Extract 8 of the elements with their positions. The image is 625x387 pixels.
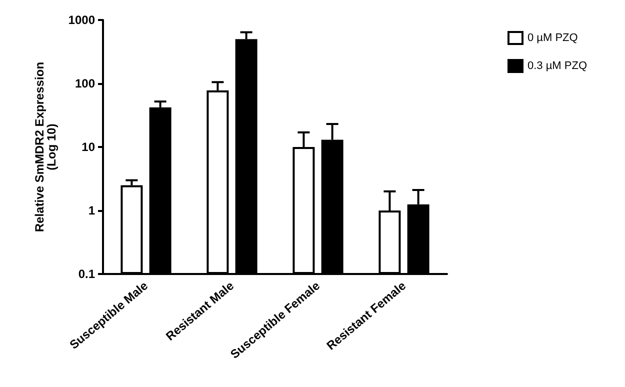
y-tick-label: 0.1: [78, 267, 96, 281]
legend-label: 0.3 µM PZQ: [527, 60, 588, 72]
y-tick-label: 10: [82, 140, 96, 154]
y-tick-label: 100: [74, 76, 96, 90]
y-tick-label: 1: [88, 204, 96, 218]
legend-label: 0 µM PZQ: [527, 32, 578, 44]
y-axis-title: Relative SmMDR2 Expression (Log 10): [32, 62, 58, 232]
y-tick-label: 1000: [68, 13, 96, 27]
